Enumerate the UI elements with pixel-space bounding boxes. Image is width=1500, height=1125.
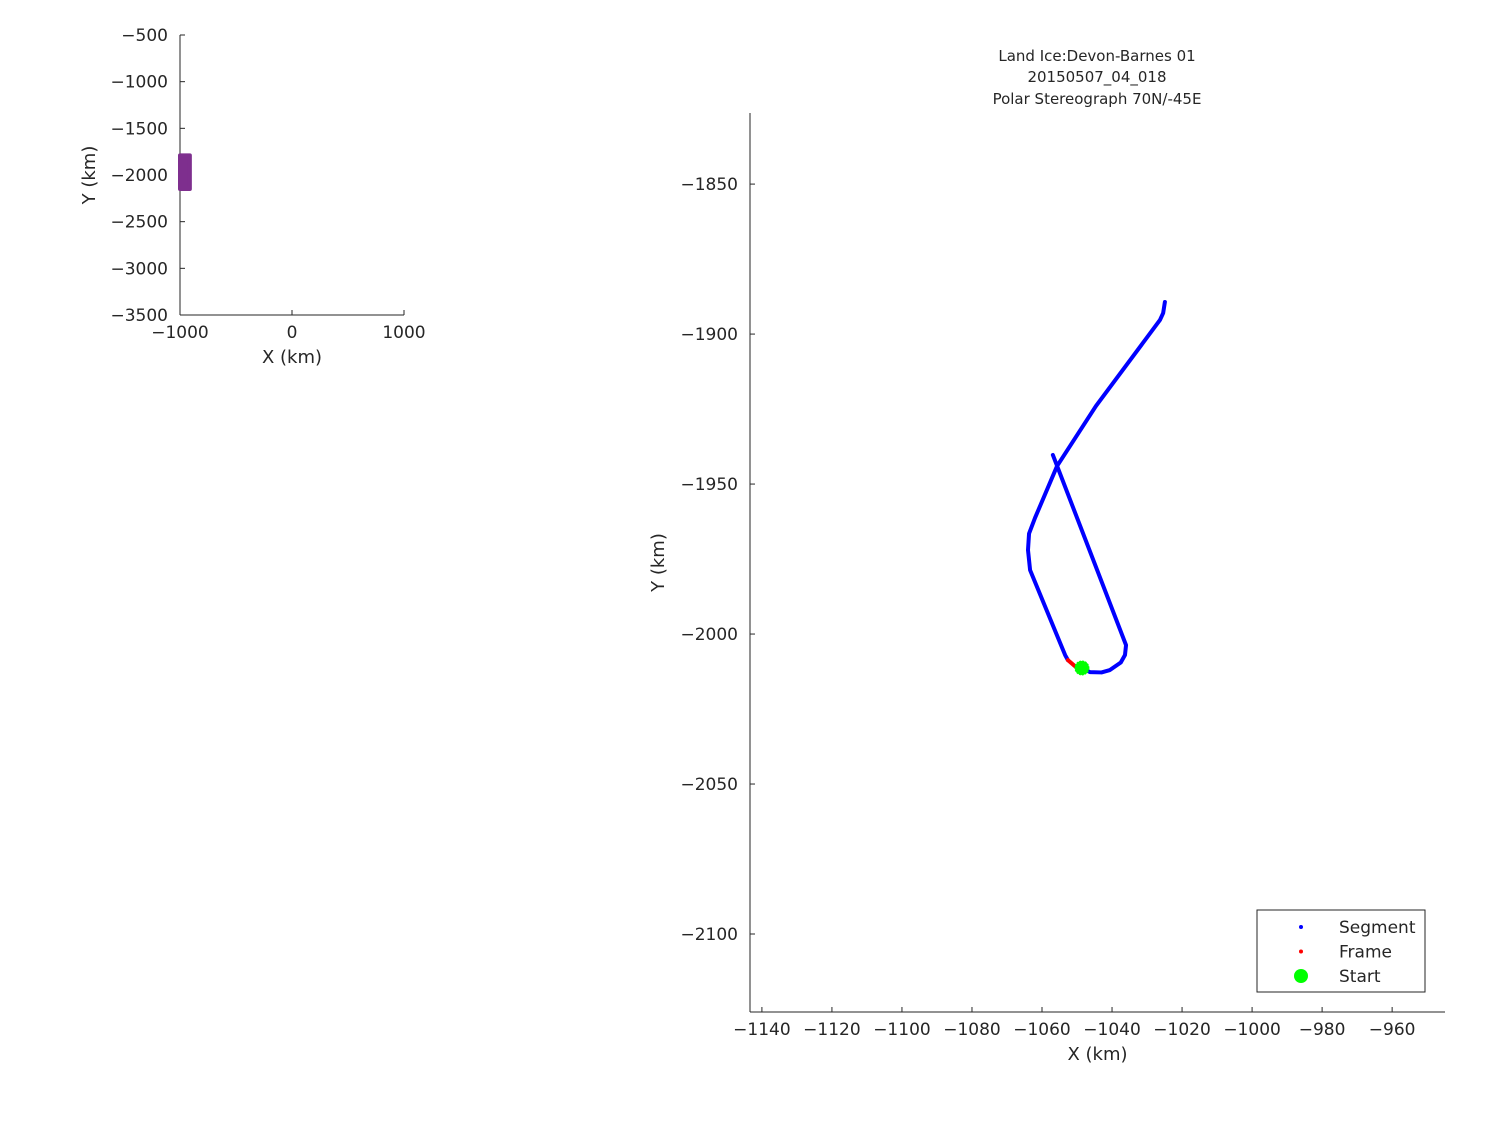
start-marker: [1074, 660, 1090, 676]
y-axis-label: Y (km): [79, 146, 100, 206]
legend-label-segment: Segment: [1339, 918, 1416, 938]
title-line-2: 20150507_04_018: [1027, 68, 1166, 87]
x-tick-label: −1120: [803, 1020, 861, 1040]
y-tick-label: −2050: [680, 775, 738, 795]
x-tick-label: 1000: [382, 323, 425, 343]
x-tick-label: −1140: [733, 1020, 791, 1040]
overview-axes: −1000 0 1000 −3500 −3000 −2500 −2000 −1500 −1000…: [79, 26, 426, 368]
y-tick-label: −3500: [110, 306, 168, 326]
y-tick-label: −1900: [680, 325, 738, 345]
legend-label-start: Start: [1339, 967, 1381, 987]
x-axis-label: X (km): [262, 347, 322, 368]
segment-track: [1050, 452, 1129, 675]
legend-box: [1256, 909, 1426, 993]
x-tick-label: −1040: [1083, 1020, 1141, 1040]
x-tick-label: −1060: [1013, 1020, 1071, 1040]
legend-segment-marker: [1299, 925, 1303, 929]
x-tick-label: −1080: [943, 1020, 1001, 1040]
region-patch: [178, 153, 192, 191]
x-tick-label: −1100: [873, 1020, 931, 1040]
y-tick-label: −3000: [110, 259, 168, 279]
y-tick-label: −500: [121, 26, 168, 46]
x-tick-label: 0: [287, 323, 298, 343]
x-tick-label: −1020: [1153, 1020, 1211, 1040]
y-tick-label: −2000: [680, 625, 738, 645]
y-tick-label: −1000: [110, 73, 168, 93]
legend-label-frame: Frame: [1339, 943, 1392, 963]
x-tick-label: −960: [1369, 1020, 1416, 1040]
title-line-3: Polar Stereograph 70N/-45E: [993, 90, 1202, 108]
x-tick-label: −1000: [1223, 1020, 1281, 1040]
y-tick-label: −1850: [680, 175, 738, 195]
y-tick-label: −2500: [110, 213, 168, 233]
y-tick-label: −1950: [680, 475, 738, 495]
x-tick-label: −980: [1299, 1020, 1346, 1040]
segment-track: [1026, 299, 1167, 663]
y-tick-label: −1500: [110, 119, 168, 139]
y-tick-label: −2000: [110, 166, 168, 186]
legend: Segment Frame Start: [1256, 909, 1426, 993]
legend-start-marker: [1294, 969, 1308, 983]
x-axis-label: X (km): [1067, 1044, 1127, 1065]
y-tick-label: −2100: [680, 925, 738, 945]
main-axes: Land Ice:Devon-Barnes 01 20150507_04_018…: [648, 47, 1445, 1065]
x-tick-label: −1000: [151, 323, 209, 343]
legend-frame-marker: [1299, 949, 1303, 954]
y-axis-label: Y (km): [648, 533, 669, 593]
title-line-1: Land Ice:Devon-Barnes 01: [998, 47, 1195, 65]
